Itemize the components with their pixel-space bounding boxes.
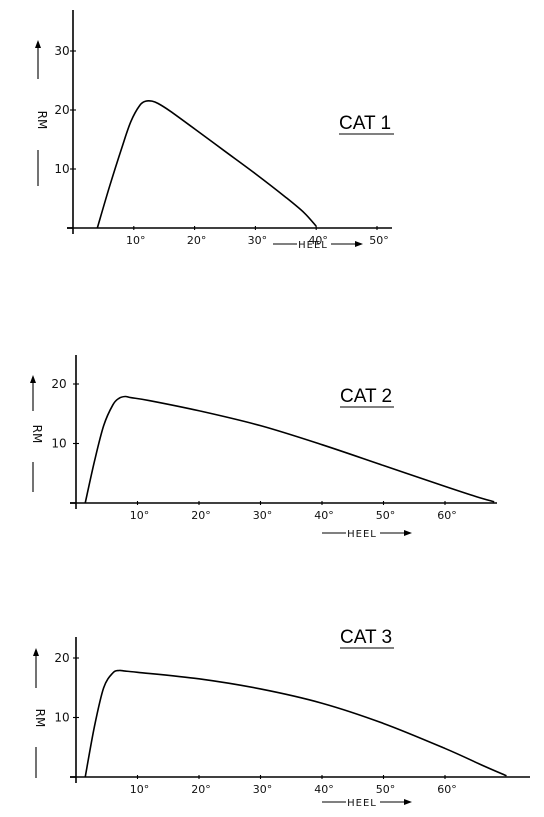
- x-tick-label: 30°: [253, 783, 273, 796]
- chart-1: 10° 20° 30° 40° 50° 10 20 30 CAT 1 HEEL RM: [35, 10, 394, 251]
- x-tick-label: 20°: [191, 783, 211, 796]
- ylabel-arrow: [33, 648, 39, 656]
- x-axis-label: HEEL: [347, 529, 377, 540]
- y-tick-label: 30: [54, 44, 69, 58]
- y-axis-label: RM: [33, 709, 47, 728]
- chart-2: 10° 20° 30° 40° 50° 60° 10 20 CAT 2 HEEL RM: [30, 355, 497, 540]
- xlabel-arrow: [404, 799, 412, 805]
- x-tick-label: 50°: [376, 783, 396, 796]
- x-axis-label: HEEL: [298, 240, 328, 251]
- y-tick-label: 20: [51, 377, 66, 391]
- chart-3: 10° 20° 30° 40° 50° 60° 10 20 CAT 3 HEEL RM: [33, 627, 530, 809]
- x-tick-label: 10°: [130, 783, 150, 796]
- chart-title: CAT 1: [339, 113, 391, 134]
- x-tick-label: 10°: [130, 509, 150, 522]
- x-tick-label: 60°: [437, 783, 457, 796]
- xlabel-arrow: [355, 241, 363, 247]
- x-tick-label: 50°: [369, 234, 389, 247]
- y-tick-label: 10: [51, 437, 66, 451]
- y-tick-label: 20: [54, 103, 69, 117]
- x-axis-label: HEEL: [347, 798, 377, 809]
- x-tick-label: 10°: [126, 234, 146, 247]
- x-tick-label: 30°: [253, 509, 273, 522]
- x-tick-label: 30°: [248, 234, 268, 247]
- y-tick-label: 20: [54, 651, 69, 665]
- ylabel-arrow: [35, 40, 41, 48]
- series-line: [84, 669, 507, 778]
- series-line: [96, 99, 317, 229]
- x-tick-label: 60°: [437, 509, 457, 522]
- y-axis-label: RM: [30, 425, 44, 444]
- x-tick-label: 50°: [376, 509, 396, 522]
- chart-title: CAT 3: [340, 627, 392, 648]
- x-tick-label: 40°: [314, 509, 334, 522]
- x-tick-label: 40°: [308, 234, 328, 247]
- x-tick-label: 20°: [191, 509, 211, 522]
- y-tick-label: 10: [54, 162, 69, 176]
- chart-title: CAT 2: [340, 386, 392, 407]
- series-line: [84, 395, 495, 504]
- x-tick-label: 20°: [187, 234, 207, 247]
- y-tick-label: 10: [54, 711, 69, 725]
- x-tick-label: 40°: [314, 783, 334, 796]
- y-axis-label: RM: [35, 111, 49, 130]
- ylabel-arrow: [30, 375, 36, 383]
- xlabel-arrow: [404, 530, 412, 536]
